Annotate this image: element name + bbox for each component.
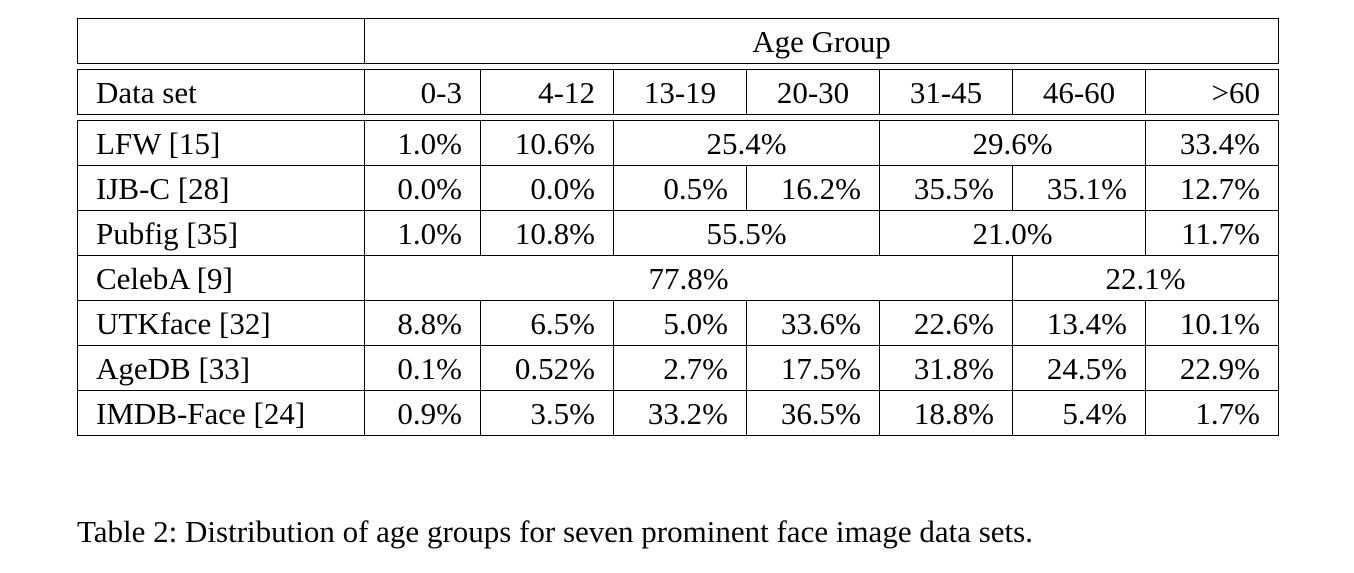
dataset-name-cell: LFW [15] bbox=[77, 121, 365, 166]
dataset-name-cell: AgeDB [33] bbox=[77, 346, 365, 391]
value-cell: 0.0% bbox=[365, 166, 481, 211]
value-cell: 5.4% bbox=[1013, 391, 1146, 436]
body-gap-row bbox=[77, 115, 1279, 121]
value-cell: 1.0% bbox=[365, 211, 481, 256]
value-cell: 22.6% bbox=[880, 301, 1013, 346]
value-cell: 36.5% bbox=[747, 391, 880, 436]
value-cell: 10.1% bbox=[1146, 301, 1279, 346]
value-cell: 13.4% bbox=[1013, 301, 1146, 346]
header-gap-row bbox=[77, 64, 1279, 70]
value-cell: 22.1% bbox=[1013, 256, 1279, 301]
table-row: UTKface [32] 8.8% 6.5% 5.0% 33.6% 22.6% 13.4% 1… bbox=[77, 301, 1279, 346]
value-cell: 0.9% bbox=[365, 391, 481, 436]
table-row: IJB-C [28] 0.0% 0.0% 0.5% 16.2% 35.5% 35.1% 12.… bbox=[77, 166, 1279, 211]
value-cell: 29.6% bbox=[880, 121, 1146, 166]
body-gap bbox=[77, 115, 1279, 121]
table-row: Pubfig [35] 1.0% 10.8% 55.5% 21.0% 11.7% bbox=[77, 211, 1279, 256]
header-gap bbox=[77, 64, 1279, 70]
value-cell: 33.2% bbox=[614, 391, 747, 436]
age-column-header: 0-3 bbox=[365, 70, 481, 115]
value-cell: 25.4% bbox=[614, 121, 880, 166]
age-column-header: 46-60 bbox=[1013, 70, 1146, 115]
value-cell: 0.1% bbox=[365, 346, 481, 391]
age-column-header: >60 bbox=[1146, 70, 1279, 115]
value-cell: 8.8% bbox=[365, 301, 481, 346]
age-group-header: Age Group bbox=[365, 18, 1279, 64]
value-cell: 33.6% bbox=[747, 301, 880, 346]
value-cell: 77.8% bbox=[365, 256, 1013, 301]
value-cell: 24.5% bbox=[1013, 346, 1146, 391]
value-cell: 22.9% bbox=[1146, 346, 1279, 391]
table-row: IMDB-Face [24] 0.9% 3.5% 33.2% 36.5% 18.8% 5.4… bbox=[77, 391, 1279, 436]
value-cell: 1.7% bbox=[1146, 391, 1279, 436]
age-column-header: 20-30 bbox=[747, 70, 880, 115]
value-cell: 16.2% bbox=[747, 166, 880, 211]
value-cell: 10.8% bbox=[481, 211, 614, 256]
value-cell: 0.52% bbox=[481, 346, 614, 391]
value-cell: 11.7% bbox=[1146, 211, 1279, 256]
age-column-header: 4-12 bbox=[481, 70, 614, 115]
table-row: AgeDB [33] 0.1% 0.52% 2.7% 17.5% 31.8% 24.5% 22… bbox=[77, 346, 1279, 391]
value-cell: 35.1% bbox=[1013, 166, 1146, 211]
value-cell: 12.7% bbox=[1146, 166, 1279, 211]
value-cell: 33.4% bbox=[1146, 121, 1279, 166]
group-header-row: Age Group bbox=[77, 18, 1279, 64]
value-cell: 2.7% bbox=[614, 346, 747, 391]
dataset-name-cell: IMDB-Face [24] bbox=[77, 391, 365, 436]
value-cell: 0.0% bbox=[481, 166, 614, 211]
value-cell: 55.5% bbox=[614, 211, 880, 256]
value-cell: 6.5% bbox=[481, 301, 614, 346]
age-column-header: 31-45 bbox=[880, 70, 1013, 115]
empty-corner-cell bbox=[77, 18, 365, 64]
value-cell: 1.0% bbox=[365, 121, 481, 166]
table-row: LFW [15] 1.0% 10.6% 25.4% 29.6% 33.4% bbox=[77, 121, 1279, 166]
value-cell: 10.6% bbox=[481, 121, 614, 166]
value-cell: 3.5% bbox=[481, 391, 614, 436]
value-cell: 0.5% bbox=[614, 166, 747, 211]
value-cell: 21.0% bbox=[880, 211, 1146, 256]
table-caption: Table 2: Distribution of age groups for … bbox=[77, 514, 1033, 549]
dataset-name-cell: IJB-C [28] bbox=[77, 166, 365, 211]
value-cell: 35.5% bbox=[880, 166, 1013, 211]
dataset-name-cell: Pubfig [35] bbox=[77, 211, 365, 256]
value-cell: 5.0% bbox=[614, 301, 747, 346]
column-header-row: Data set 0-3 4-12 13-19 20-30 31-45 46-6… bbox=[77, 70, 1279, 115]
dataset-header: Data set bbox=[77, 70, 365, 115]
dataset-name-cell: CelebA [9] bbox=[77, 256, 365, 301]
table-row: CelebA [9] 77.8% 22.1% bbox=[77, 256, 1279, 301]
age-distribution-table: Age Group Data set 0-3 4-12 13-19 20-30 … bbox=[77, 18, 1279, 436]
dataset-name-cell: UTKface [32] bbox=[77, 301, 365, 346]
value-cell: 31.8% bbox=[880, 346, 1013, 391]
value-cell: 17.5% bbox=[747, 346, 880, 391]
age-column-header: 13-19 bbox=[614, 70, 747, 115]
value-cell: 18.8% bbox=[880, 391, 1013, 436]
